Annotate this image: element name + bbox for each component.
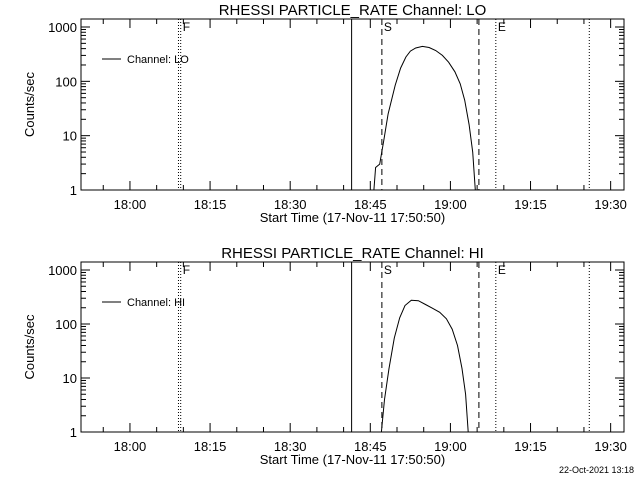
plot-2-marker-label-e: E	[498, 263, 506, 277]
plot-1-x-tick-label: 18:45	[354, 197, 387, 212]
plot-2-frame	[80, 261, 625, 433]
plot-1-x-tick-label: 19:30	[594, 197, 627, 212]
plot-2-y-tick-label: 100	[55, 317, 77, 332]
plot-2-x-tick-label: 19:30	[594, 439, 627, 454]
plot-2-x-axis-label: Start Time (17-Nov-11 17:50:50)	[260, 452, 445, 467]
plot-2-x-tick-label: 19:15	[514, 439, 547, 454]
plot-1-y-tick-label: 1000	[48, 20, 77, 35]
plot-1-legend-label: Channel: LO	[127, 54, 189, 66]
plot-1-y-tick-label: 1	[70, 183, 77, 198]
plot-2-marker-label-s: S	[384, 263, 392, 277]
plot-2-title: RHESSI PARTICLE_RATE Channel: HI	[221, 245, 484, 262]
plot-1-x-tick-label: 18:00	[114, 197, 147, 212]
plot-1-marker-label-s: S	[384, 20, 392, 34]
plot-2-x-tick-label: 19:00	[434, 439, 467, 454]
plot-2-y-tick-label: 1000	[48, 263, 77, 278]
plot-1-y-tick-label: 100	[55, 74, 77, 89]
plot-1-frame	[80, 18, 625, 191]
plot-1-title: RHESSI PARTICLE_RATE Channel: LO	[219, 2, 487, 19]
plot-2-x-tick-label: 18:30	[274, 439, 307, 454]
plot-1-series-line	[373, 45, 476, 191]
plot-2-y-axis-label: Counts/sec	[22, 314, 37, 380]
plot-2-x-tick-label: 18:15	[194, 439, 227, 454]
plot-1-y-tick-label: 10	[63, 129, 77, 144]
plot-2-x-tick-label: 18:00	[114, 439, 147, 454]
plot-2-series-line	[380, 299, 469, 433]
plot-timestamp: 22-Oct-2021 13:18	[558, 465, 634, 475]
plot-2-legend-label: Channel: HI	[127, 297, 185, 309]
plot-1-x-tick-label: 18:30	[274, 197, 307, 212]
plot-2-marker-label-f: F	[183, 263, 190, 277]
plot-1-marker-label-f: F	[183, 20, 190, 34]
plot-1-marker-label-e: E	[498, 20, 506, 34]
plot-1-y-axis-label: Counts/sec	[22, 71, 37, 137]
plot-2-y-tick-label: 10	[63, 371, 77, 386]
plot-1-x-tick-label: 18:15	[194, 197, 227, 212]
plot-1-x-tick-label: 19:15	[514, 197, 547, 212]
plot-2-x-tick-label: 18:45	[354, 439, 387, 454]
plot-1-x-axis-label: Start Time (17-Nov-11 17:50:50)	[260, 210, 445, 225]
plot-2-y-tick-label: 1	[70, 425, 77, 440]
plot-1-x-tick-label: 19:00	[434, 197, 467, 212]
